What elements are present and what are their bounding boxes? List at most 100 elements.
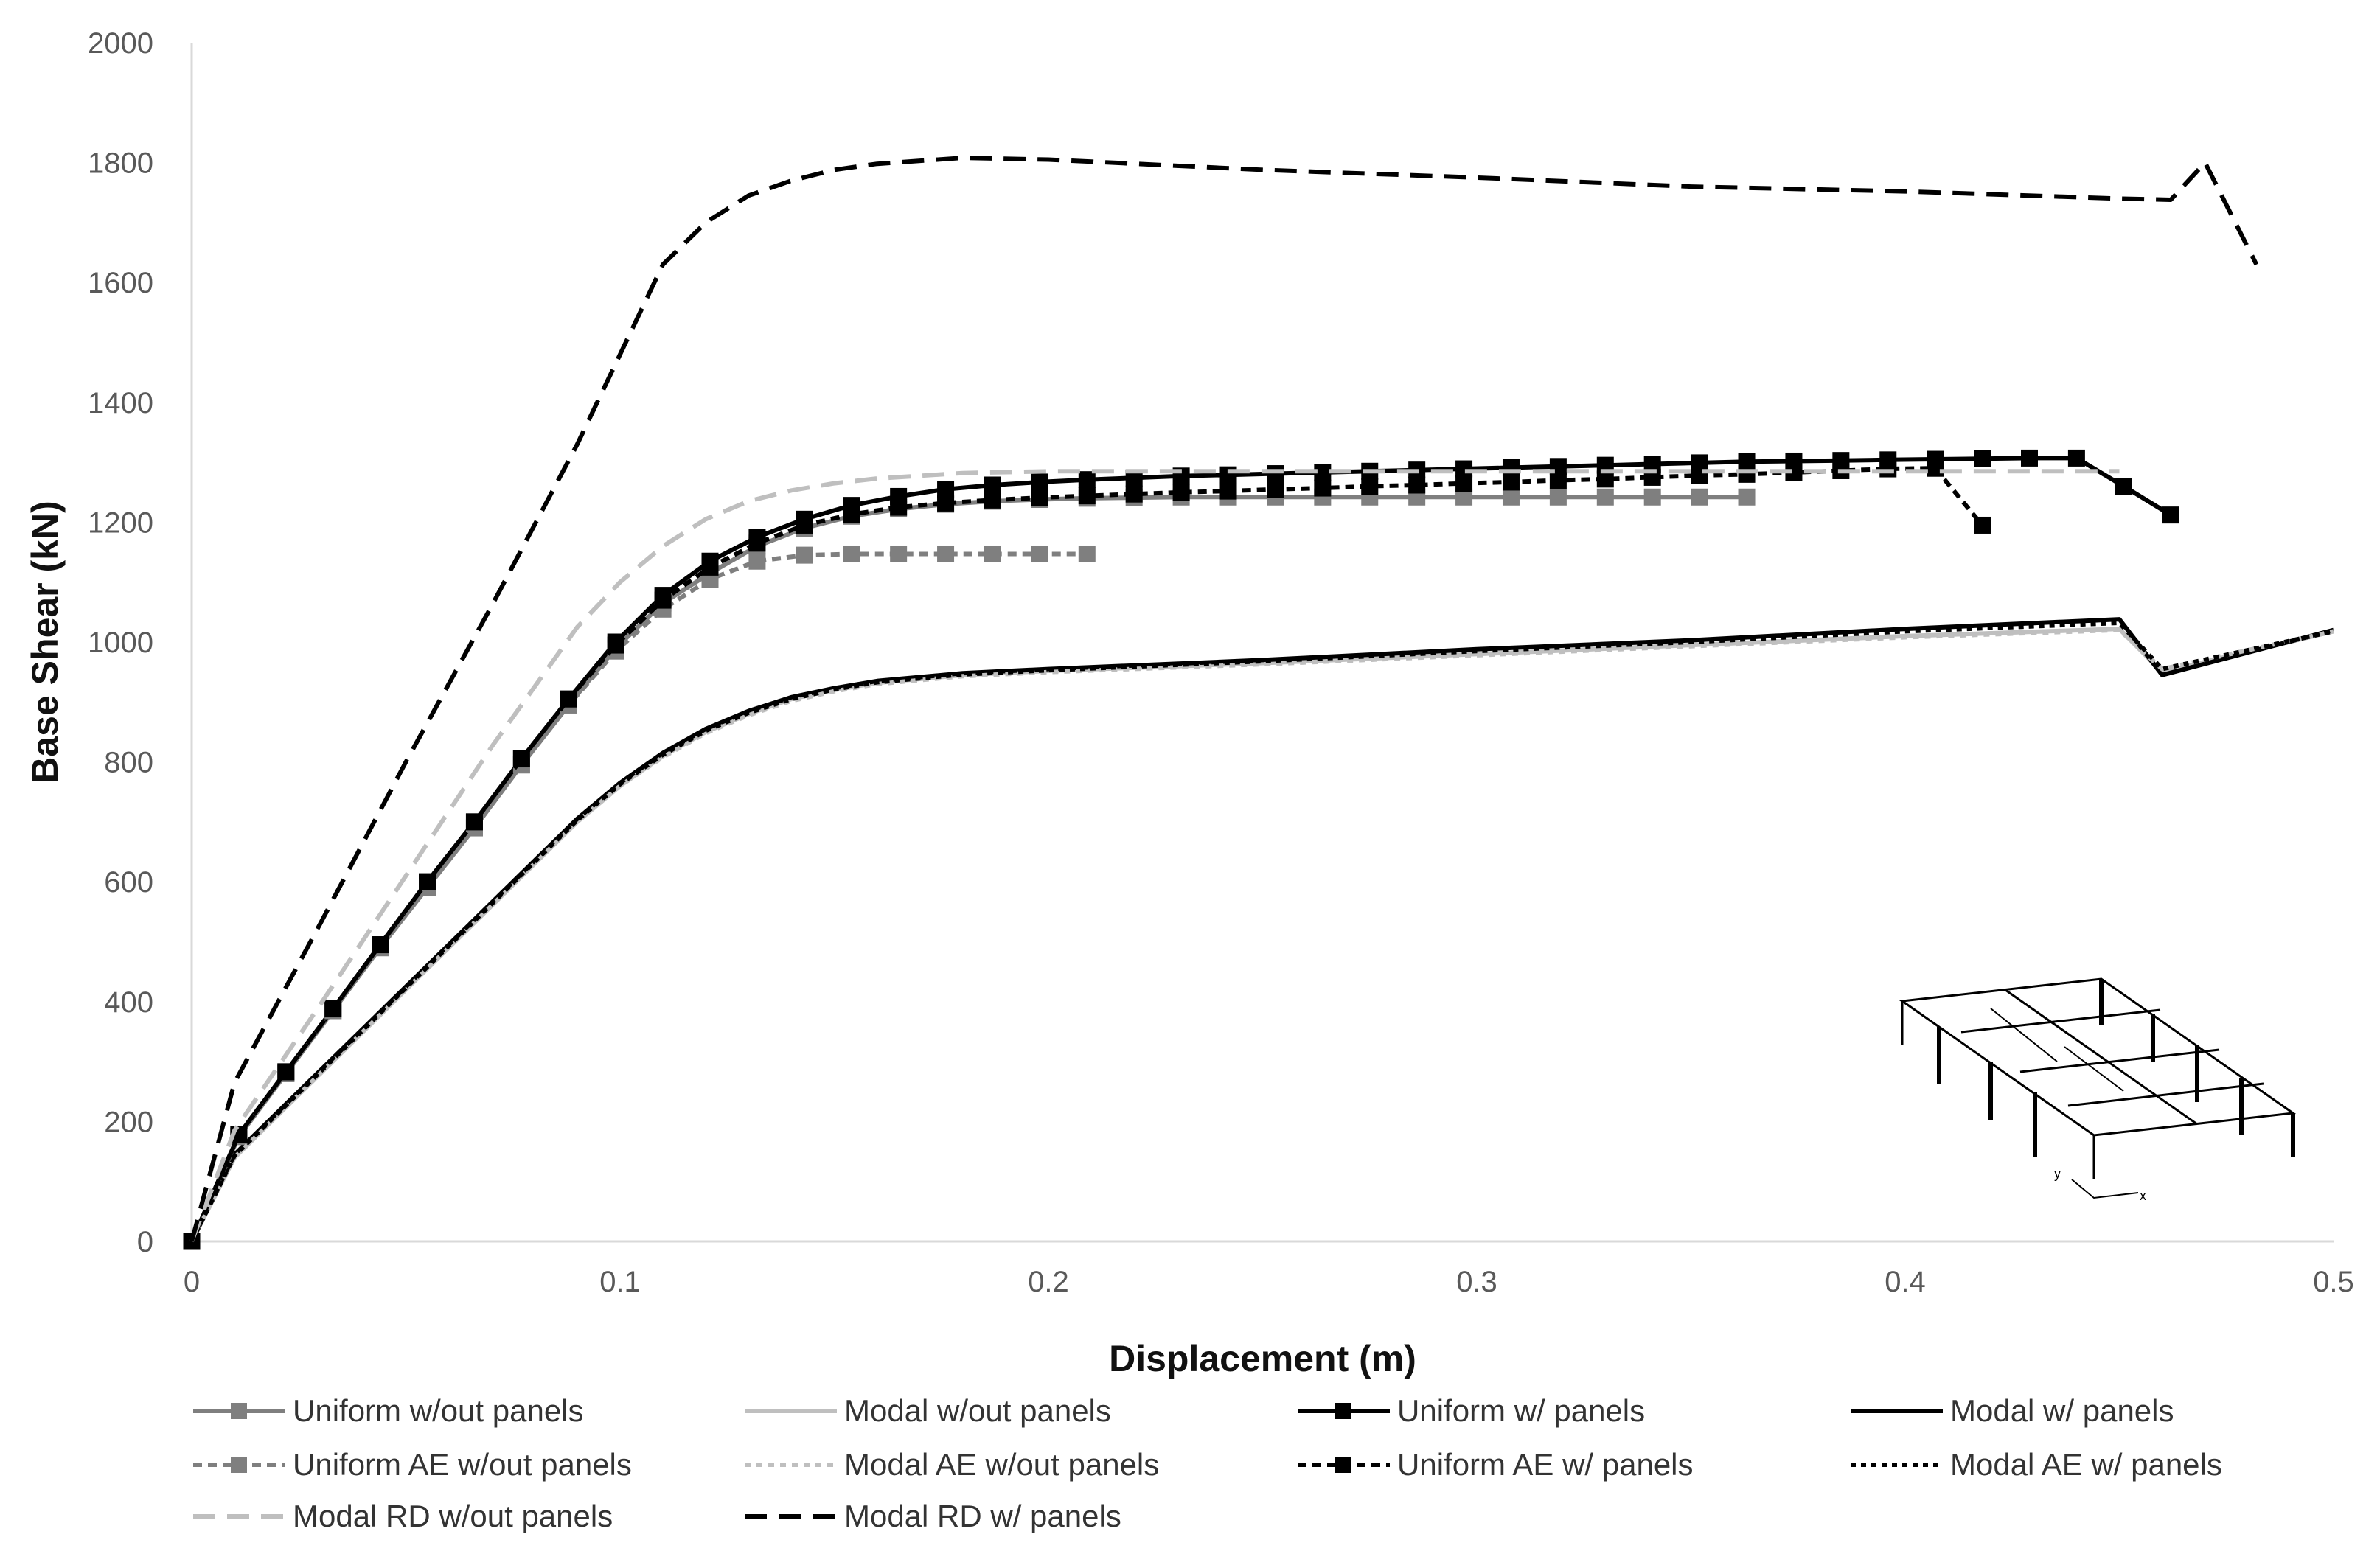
data-point: [1549, 488, 1567, 506]
data-point: [1643, 488, 1661, 506]
data-point: [748, 534, 766, 552]
data-point: [1927, 459, 1944, 477]
data-point: [1879, 460, 1897, 478]
legend-marker: [1335, 1457, 1351, 1473]
data-point: [1314, 479, 1332, 497]
legend-label: Modal AE w/out panels: [844, 1447, 1159, 1482]
data-point: [1596, 488, 1614, 506]
data-point: [512, 750, 530, 768]
data-point: [2067, 449, 2085, 467]
data-point: [465, 813, 483, 831]
x-axis-title: Displacement (m): [1109, 1338, 1416, 1379]
legend-marker: [231, 1457, 247, 1473]
data-point: [1031, 473, 1048, 491]
data-point: [937, 545, 955, 562]
data-point: [324, 1000, 342, 1018]
y-tick-label: 1800: [88, 147, 153, 180]
legend-item: Uniform AE w/out panels: [193, 1447, 632, 1482]
legend-item: Uniform AE w/ panels: [1298, 1447, 1694, 1482]
y-tick-label: 0: [137, 1226, 153, 1258]
data-point: [1455, 475, 1473, 492]
data-point: [1267, 481, 1284, 498]
x-tick-label: 0.4: [1885, 1266, 1926, 1298]
data-point: [1691, 488, 1708, 506]
data-point: [654, 591, 672, 609]
inset-axis-x: x: [2140, 1188, 2146, 1203]
data-point: [748, 552, 766, 570]
legend-item: Modal w/ panels: [1851, 1393, 2174, 1428]
y-tick-label: 1600: [88, 267, 153, 299]
legend-label: Uniform w/ panels: [1397, 1393, 1645, 1428]
data-point: [1031, 545, 1048, 562]
legend-item: Uniform w/ panels: [1298, 1393, 1645, 1428]
x-tick-label: 0.2: [1028, 1266, 1069, 1298]
data-point: [372, 936, 389, 954]
data-point: [1267, 465, 1284, 483]
data-point: [1974, 450, 1991, 467]
legend-item: Uniform w/out panels: [193, 1393, 584, 1428]
x-tick-label: 0.5: [2313, 1266, 2354, 1298]
inset-axis-y: y: [2054, 1166, 2061, 1181]
legend-item: Modal AE w/out panels: [745, 1447, 1159, 1482]
data-point: [1502, 473, 1520, 491]
series-line: [189, 469, 2120, 1243]
data-point: [890, 498, 908, 516]
data-point: [1408, 476, 1426, 494]
data-point: [843, 506, 860, 523]
data-point: [1974, 516, 1991, 534]
legend-item: Modal RD w/ panels: [745, 1499, 1121, 1533]
series-line: [189, 156, 2259, 1242]
data-point: [1172, 484, 1190, 501]
data-point: [1738, 465, 1756, 483]
data-point: [796, 516, 813, 534]
data-point: [1078, 487, 1096, 505]
data-point: [701, 558, 719, 576]
data-point: [1031, 489, 1048, 506]
data-point: [937, 494, 955, 512]
y-tick-label: 800: [104, 747, 153, 779]
x-tick-label: 0.3: [1456, 1266, 1497, 1298]
legend-label: Modal w/ panels: [1950, 1393, 2174, 1428]
legend-marker: [1335, 1403, 1351, 1419]
legend-label: Uniform AE w/ panels: [1397, 1447, 1694, 1482]
series-7: [189, 621, 2334, 1243]
series-9: [189, 156, 2259, 1242]
y-tick-label: 400: [104, 986, 153, 1019]
legend-item: Modal AE w/ panels: [1851, 1447, 2222, 1482]
structure-inset-icon: y x: [1899, 977, 2297, 1203]
legend-label: Modal RD w/out panels: [293, 1499, 613, 1533]
axes: 0 200 400 600 800 1000 1200 1400 1600 1800 2000 0 0.…: [24, 27, 2354, 1379]
data-point: [984, 491, 1001, 509]
data-point: [1125, 485, 1143, 503]
legend-label: Modal w/out panels: [844, 1393, 1111, 1428]
legend-label: Uniform w/out panels: [293, 1393, 584, 1428]
x-tick-label: 0.1: [599, 1266, 641, 1298]
legend-label: Uniform AE w/out panels: [293, 1447, 632, 1482]
y-tick-label: 1400: [88, 387, 153, 419]
data-point: [984, 476, 1001, 494]
series-8: [189, 469, 2120, 1243]
data-point: [1078, 545, 1096, 562]
y-tick-label: 1000: [88, 627, 153, 659]
y-tick-label: 600: [104, 866, 153, 899]
series-line: [189, 621, 2334, 1243]
legend-label: Modal RD w/ panels: [844, 1499, 1121, 1533]
data-point: [984, 545, 1001, 562]
legend-marker: [231, 1403, 247, 1419]
data-point: [2020, 449, 2038, 467]
legend-label: Modal AE w/ panels: [1950, 1447, 2222, 1482]
data-point: [843, 545, 860, 562]
y-tick-label: 200: [104, 1106, 153, 1138]
data-point: [1738, 488, 1756, 506]
legend: Uniform w/out panels Modal w/out panels Un…: [193, 1393, 2222, 1533]
data-point: [277, 1063, 295, 1081]
x-tick-label: 0: [184, 1266, 200, 1298]
legend-item: Modal w/out panels: [745, 1393, 1111, 1428]
data-point: [1455, 460, 1473, 478]
y-tick-label: 2000: [88, 27, 153, 60]
legend-item: Modal RD w/out panels: [193, 1499, 613, 1533]
y-tick-label: 1200: [88, 506, 153, 539]
data-point: [419, 873, 436, 890]
